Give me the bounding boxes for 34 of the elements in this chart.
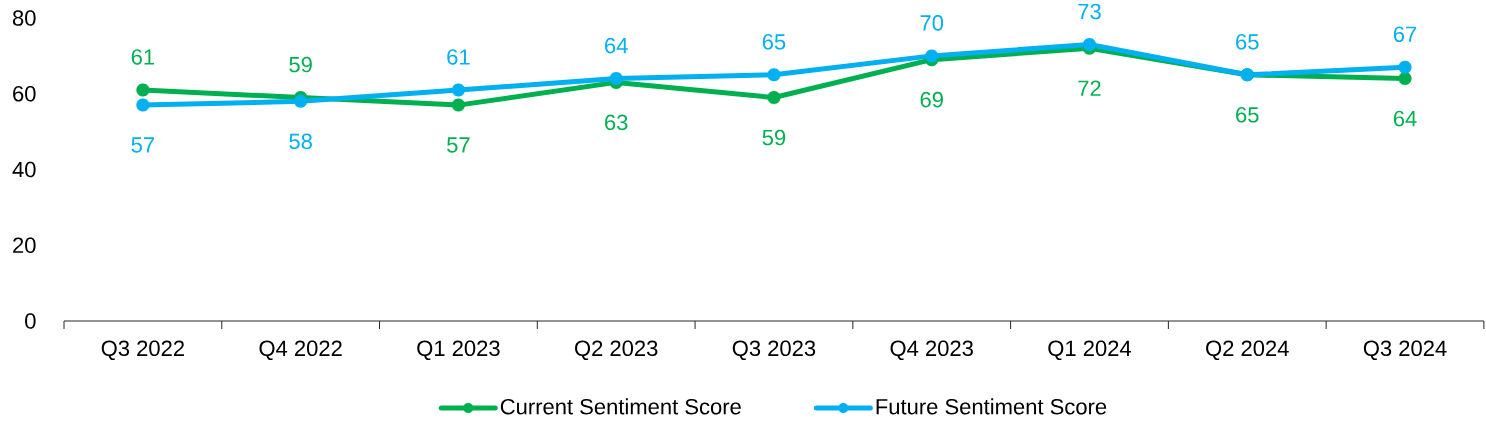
x-tick-label: Q3 2022 [101, 340, 184, 361]
data-label: 59 [762, 129, 786, 146]
data-label: 65 [1236, 34, 1259, 50]
x-tick-label: Q3 2024 [1363, 340, 1447, 361]
x-tick-label: Q2 2024 [1206, 340, 1289, 361]
legend-label: Current Sentiment Score [500, 398, 741, 415]
x-tick-label: Q4 2022 [259, 340, 342, 361]
data-label: 63 [605, 114, 628, 131]
x-tick-label: Q1 2023 [417, 340, 500, 361]
data-label: 70 [920, 15, 944, 31]
x-tick-label: Q1 2024 [1048, 340, 1132, 361]
data-label: 61 [131, 49, 155, 65]
data-label: 69 [920, 91, 943, 108]
data-label: 65 [762, 34, 786, 50]
data-label: 58 [289, 133, 312, 150]
data-label: 57 [131, 137, 155, 153]
y-tick-label: 80 [12, 10, 36, 26]
x-tick-label: Q3 2023 [732, 340, 816, 361]
y-tick-label: 60 [13, 85, 36, 102]
y-tick-label: 40 [12, 161, 36, 178]
data-label: 64 [1393, 110, 1417, 127]
data-label: 67 [1393, 26, 1417, 43]
x-tick-label: Q2 2023 [575, 340, 658, 361]
x-tick-label: Q4 2023 [890, 340, 973, 361]
data-label: 64 [605, 37, 628, 54]
data-label: 73 [1078, 3, 1101, 20]
y-tick-label: 20 [13, 237, 36, 254]
y-tick-label: 0 [25, 313, 36, 329]
data-label: 57 [447, 137, 470, 153]
legend-label: Future Sentiment Score [876, 398, 1107, 415]
data-label: 61 [447, 49, 470, 65]
data-label: 59 [289, 56, 312, 73]
data-label: 72 [1078, 80, 1101, 96]
data-label: 65 [1236, 107, 1259, 123]
